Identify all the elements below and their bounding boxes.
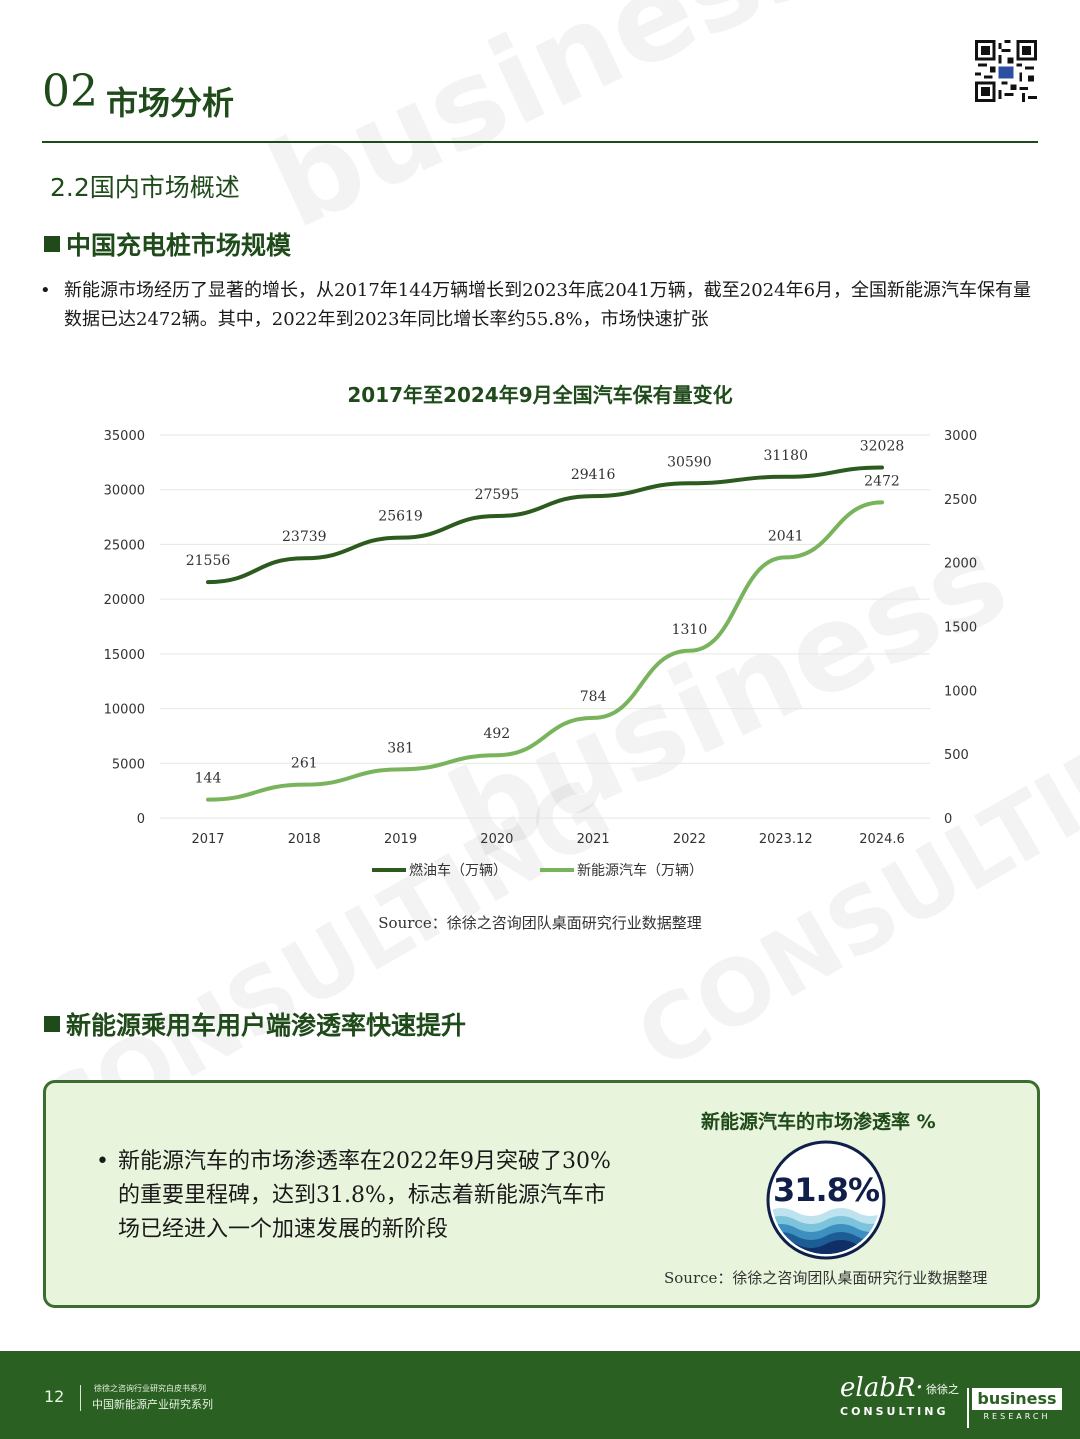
data-label: 492 (483, 726, 510, 742)
penetration-paragraph: 新能源汽车的市场渗透率在2022年9月突破了30%的重要里程碑，达到31.8%，… (118, 1149, 611, 1242)
paragraph-text: 新能源市场经历了显著的增长，从2017年144万辆增长到2023年底2041万辆… (64, 280, 1032, 330)
header-divider (42, 141, 1038, 143)
data-label: 2472 (864, 473, 900, 489)
logo-business: business (972, 1388, 1062, 1410)
legend-label: 新能源汽车（万辆） (577, 862, 703, 879)
fuel-vehicle-line (206, 465, 884, 585)
data-label: 31180 (763, 448, 808, 464)
data-label: 32028 (860, 439, 905, 455)
data-label: 27595 (475, 487, 520, 503)
data-label: 1310 (672, 622, 708, 638)
page-number: 12 (44, 1387, 65, 1406)
bullet-icon: • (40, 280, 51, 301)
chart-source: Source：徐徐之咨询团队桌面研究行业数据整理 (378, 914, 701, 932)
penetration-source: Source：徐徐之咨询团队桌面研究行业数据整理 (664, 1269, 988, 1287)
y-right-tick-label: 2000 (944, 557, 977, 572)
x-tick-label: 2023.12 (759, 832, 813, 847)
logo-script: elabR· (840, 1373, 924, 1403)
data-label: 381 (387, 740, 414, 756)
market-paragraph: • 新能源市场经历了显著的增长，从2017年144万辆增长到2023年底2041… (40, 276, 1040, 334)
heading-penetration: 新能源乘用车用户端渗透率快速提升 (44, 1006, 466, 1042)
section-title: 市场分析 (106, 84, 235, 122)
y-left-tick-label: 20000 (104, 593, 145, 608)
data-label: 2041 (768, 528, 804, 544)
footer-series-line2: 中国新能源产业研究系列 (92, 1398, 213, 1411)
penetration-stat-title: 新能源汽车的市场渗透率 % (701, 1111, 936, 1133)
y-right-tick-label: 0 (944, 812, 952, 827)
y-right-tick-label: 3000 (944, 429, 977, 444)
x-tick-label: 2021 (577, 832, 610, 847)
qr-code-icon (975, 40, 1037, 102)
heading-square-icon (44, 1016, 60, 1032)
footer-series-line1: 徐徐之咨询行业研究白皮书系列 (94, 1384, 206, 1393)
x-tick-label: 2022 (673, 832, 706, 847)
data-label: 21556 (186, 553, 231, 569)
data-label: 784 (580, 689, 607, 705)
footer-divider (80, 1385, 81, 1411)
y-left-tick-label: 25000 (104, 538, 145, 553)
data-label: 25619 (378, 509, 423, 525)
vehicle-ownership-chart: 2017年至2024年9月全国汽车保有量变化050001000015000200… (104, 383, 977, 932)
y-left-tick-label: 15000 (104, 648, 145, 663)
legend-label: 燃油车（万辆） (409, 862, 507, 879)
y-left-tick-label: 30000 (104, 484, 145, 499)
bullet-icon: • (96, 1149, 109, 1174)
y-right-tick-label: 2500 (944, 493, 977, 508)
subsection-title: 2.2国内市场概述 (50, 173, 240, 202)
chart-title: 2017年至2024年9月全国汽车保有量变化 (347, 383, 732, 407)
data-label: 261 (291, 756, 318, 772)
x-tick-label: 2024.6 (859, 832, 905, 847)
logo-chinese: 徐徐之 (926, 1383, 959, 1396)
watermark-business: business (250, 0, 847, 256)
x-tick-label: 2019 (384, 832, 417, 847)
y-left-tick-label: 0 (137, 812, 145, 827)
section-number: 02 (42, 66, 98, 117)
y-right-tick-label: 1500 (944, 621, 977, 636)
data-label: 29416 (571, 467, 616, 483)
data-label: 30590 (667, 454, 712, 470)
penetration-value: 31.8% (772, 1171, 880, 1209)
data-label: 144 (195, 771, 222, 787)
y-left-tick-label: 10000 (104, 703, 145, 718)
logo-consulting: CONSULTING (840, 1405, 949, 1418)
penetration-gauge-icon (766, 1140, 886, 1260)
nev-line (206, 500, 884, 802)
data-label: 23739 (282, 529, 327, 545)
y-right-tick-label: 1000 (944, 684, 977, 699)
heading-square-icon (44, 236, 60, 252)
heading-charging-market: 中国充电桩市场规模 (44, 226, 291, 262)
y-left-tick-label: 5000 (112, 757, 145, 772)
penetration-callout: • 新能源汽车的市场渗透率在2022年9月突破了30%的重要里程碑，达到31.8… (43, 1080, 1040, 1308)
heading-text: 新能源乘用车用户端渗透率快速提升 (66, 1011, 467, 1040)
x-tick-label: 2017 (191, 832, 224, 847)
y-right-tick-label: 500 (944, 748, 969, 763)
x-tick-label: 2018 (288, 832, 321, 847)
x-tick-label: 2020 (480, 832, 513, 847)
y-left-tick-label: 35000 (104, 429, 145, 444)
logo-research: RESEARCH (983, 1412, 1051, 1421)
page-footer: 12 徐徐之咨询行业研究白皮书系列 中国新能源产业研究系列 elabR· 徐徐之… (0, 1351, 1080, 1439)
heading-text: 中国充电桩市场规模 (66, 231, 292, 260)
